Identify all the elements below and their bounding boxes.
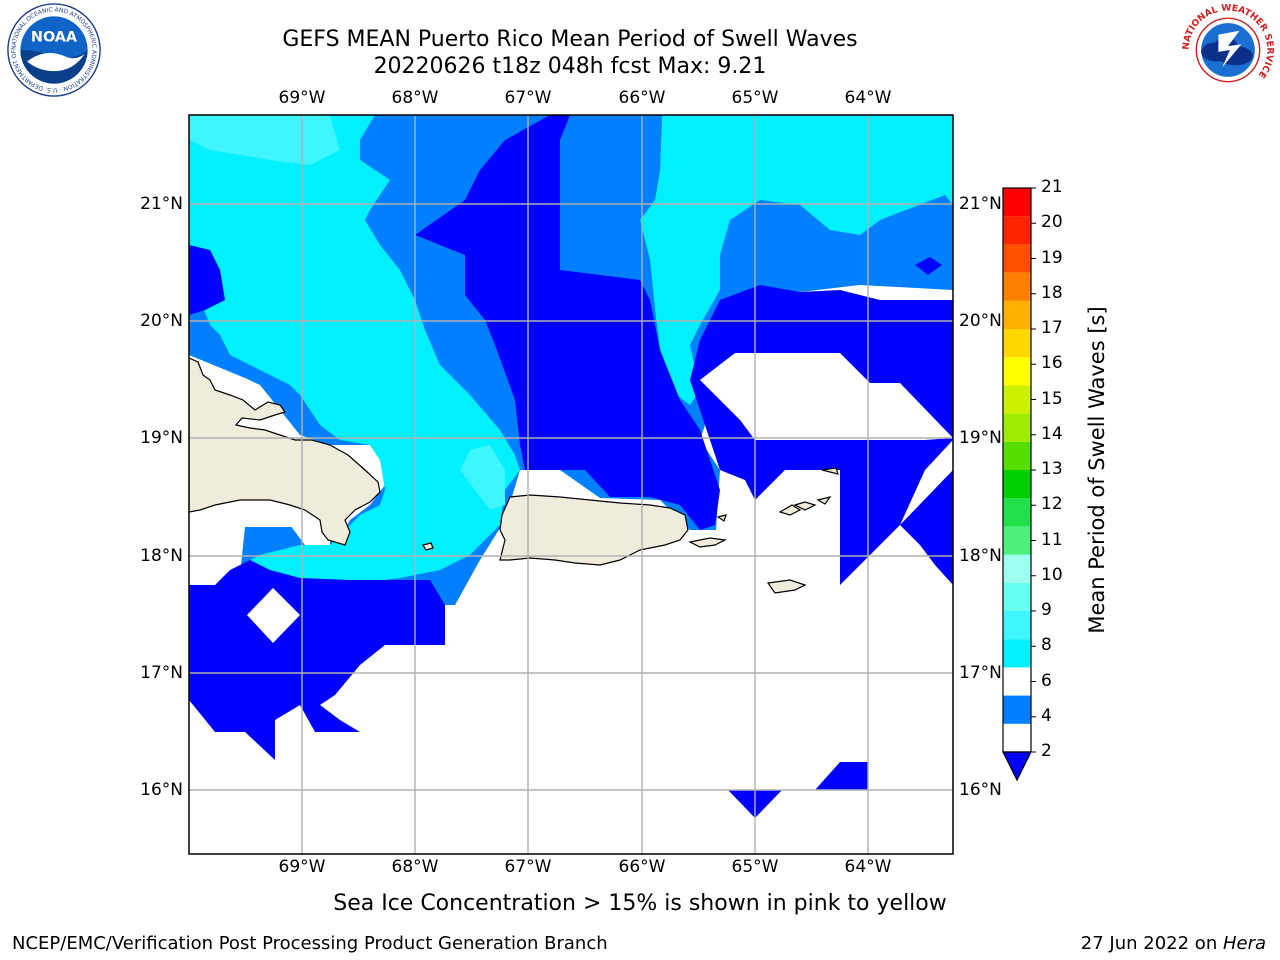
swell-region-6to7s-pr (460, 445, 505, 510)
colorbar-segment-10 (1003, 498, 1031, 527)
colorbar-under-extension (1002, 751, 1032, 782)
st-croix-island (766, 579, 807, 594)
footer-date-text: 27 Jun 2022 on (1080, 933, 1223, 954)
lon-label-bottom-65w: 65°W (731, 857, 779, 877)
lon-label-bottom-67w: 67°W (504, 857, 552, 877)
colorbar-tick-label-6: 6 (1041, 670, 1052, 691)
swell-region-4to6s (189, 115, 520, 585)
puerto-rico-land (499, 494, 689, 566)
virgin-islands-b (793, 501, 817, 511)
svg-text:NOAA: NOAA (31, 29, 78, 45)
colorbar-tick-label-15: 15 (1041, 388, 1063, 409)
lat-label-right-17n: 17°N (959, 663, 1002, 683)
colorbar-tick-label-12: 12 (1041, 494, 1063, 515)
swell-region-under2s-nw-corner (189, 245, 225, 315)
vieques-island (688, 537, 728, 548)
swell-region-under2s-ne-spot (915, 257, 942, 275)
colorbar-tick-label-19: 19 (1041, 247, 1063, 268)
swell-region-nodata-west (247, 588, 300, 643)
map-title: GEFS MEAN Puerto Rico Mean Period of Swe… (282, 27, 858, 52)
footer-org: NCEP/EMC/Verification Post Processing Pr… (12, 933, 608, 954)
lon-label-top-65w: 65°W (731, 88, 779, 108)
colorbar-tick-label-17: 17 (1041, 318, 1063, 338)
colorbar-tick-label-14: 14 (1041, 423, 1063, 444)
virgin-islands-c (816, 496, 832, 505)
colorbar-segment-6 (1003, 611, 1031, 640)
lon-label-bottom-64w: 64°W (844, 857, 892, 877)
sea-ice-caption: Sea Ice Concentration > 15% is shown in … (333, 891, 947, 916)
colorbar-segment-19 (1003, 244, 1031, 273)
colorbar-segment-13 (1003, 413, 1031, 442)
culebra-island (716, 514, 727, 522)
lon-label-top-67w: 67°W (504, 88, 552, 108)
land-masses (189, 357, 839, 594)
lon-label-top-64w: 64°W (844, 88, 892, 108)
colorbar-tick-label-4: 4 (1041, 705, 1052, 726)
lat-label-left-21n: 21°N (140, 194, 183, 214)
mona-island (422, 542, 434, 551)
lon-label-top-66w: 66°W (618, 88, 666, 108)
swell-region-under2s-south-b (815, 762, 868, 790)
colorbar-tick-label-21: 21 (1041, 177, 1063, 197)
lat-label-left-20n: 20°N (140, 311, 183, 331)
colorbar-segment-21 (1003, 188, 1031, 217)
forecast-subtitle: 20220626 t18z 048h fcst Max: 9.21 (373, 54, 767, 79)
lat-label-right-21n: 21°N (959, 194, 1002, 214)
colorbar-tick-label-11: 11 (1041, 529, 1063, 550)
graticule (189, 115, 953, 854)
lon-label-bottom-69w: 69°W (278, 857, 326, 877)
colorbar-segment-9 (1003, 526, 1031, 555)
colorbar-segment-20 (1003, 216, 1031, 245)
swell-region-4to6s-east (640, 115, 953, 405)
colorbar-tick-label-2: 2 (1041, 741, 1052, 761)
colorbar-segment-12 (1003, 441, 1031, 470)
virgin-islands-a (778, 504, 802, 516)
footer-date: 27 Jun 2022 on Hera (1081, 933, 1266, 954)
colorbar-segment-17 (1003, 300, 1031, 329)
colorbar-segment-14 (1003, 385, 1031, 414)
noaa-logo-icon: NOAA NATIONAL OCEANIC AND ATMOSPHERIC AD… (6, 2, 101, 97)
colorbar-tick-label-8: 8 (1041, 635, 1052, 656)
lon-label-bottom-68w: 68°W (391, 857, 439, 877)
lon-label-top-68w: 68°W (391, 88, 439, 108)
colorbar-segment-16 (1003, 329, 1031, 358)
colorbar-segment-2 (1003, 695, 1031, 724)
colorbar-tick-label-20: 20 (1041, 212, 1063, 233)
colorbar-segment-18 (1003, 272, 1031, 301)
swell-region-nodata-north-east (700, 353, 953, 440)
colorbar-tick-label-16: 16 (1041, 353, 1063, 374)
lat-label-right-18n: 18°N (959, 546, 1002, 566)
colorbar-tick-label-9: 9 (1041, 600, 1052, 620)
hispaniola-land (189, 357, 381, 546)
lat-label-right-19n: 19°N (959, 428, 1002, 448)
lat-label-left-17n: 17°N (140, 663, 183, 683)
colorbar-title: Mean Period of Swell Waves [s] (1085, 306, 1109, 634)
swell-region-under2s-center (415, 115, 720, 530)
lat-label-left-18n: 18°N (140, 546, 183, 566)
lat-label-left-19n: 19°N (140, 428, 183, 448)
footer-host: Hera (1222, 933, 1266, 954)
colorbar-segment-15 (1003, 357, 1031, 386)
colorbar-segment-8 (1003, 554, 1031, 583)
colorbar-segment-11 (1003, 470, 1031, 499)
map-frame (188, 114, 954, 855)
colorbar-segment-4 (1003, 639, 1031, 668)
colorbar (1002, 187, 1036, 782)
lat-label-left-16n: 16°N (140, 780, 183, 800)
lat-label-right-20n: 20°N (959, 311, 1002, 331)
nws-logo-icon: NATIONAL WEATHER SERVICE (1181, 3, 1274, 97)
lon-label-top-69w: 69°W (278, 88, 326, 108)
colorbar-tick-label-10: 10 (1041, 564, 1063, 585)
colorbar-tick-label-18: 18 (1041, 282, 1063, 303)
lat-label-right-16n: 16°N (959, 780, 1002, 800)
anegada-island (821, 467, 839, 475)
colorbar-tick-label-13: 13 (1041, 459, 1063, 479)
lon-label-bottom-66w: 66°W (618, 857, 666, 877)
colorbar-segment-7 (1003, 582, 1031, 611)
